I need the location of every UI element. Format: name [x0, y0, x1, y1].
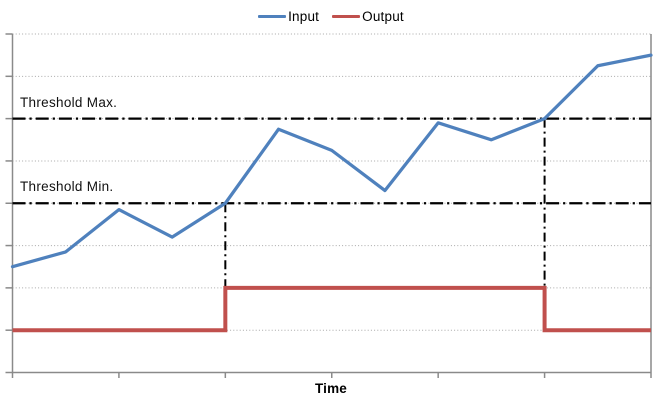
threshold-min-label: Threshold Min. [20, 179, 114, 195]
input-series-line [10, 53, 653, 269]
legend: Input Output [0, 9, 662, 24]
legend-item-output: Output [332, 9, 404, 24]
legend-label-output: Output [362, 9, 404, 24]
input-line-swatch [258, 14, 287, 19]
output-series-line [12, 285, 651, 333]
threshold-max-label: Threshold Max. [20, 94, 118, 110]
output-line-swatch [332, 14, 361, 19]
x-axis-title: Time [314, 381, 348, 396]
legend-item-input: Input [258, 9, 319, 24]
legend-label-input: Input [288, 9, 320, 24]
